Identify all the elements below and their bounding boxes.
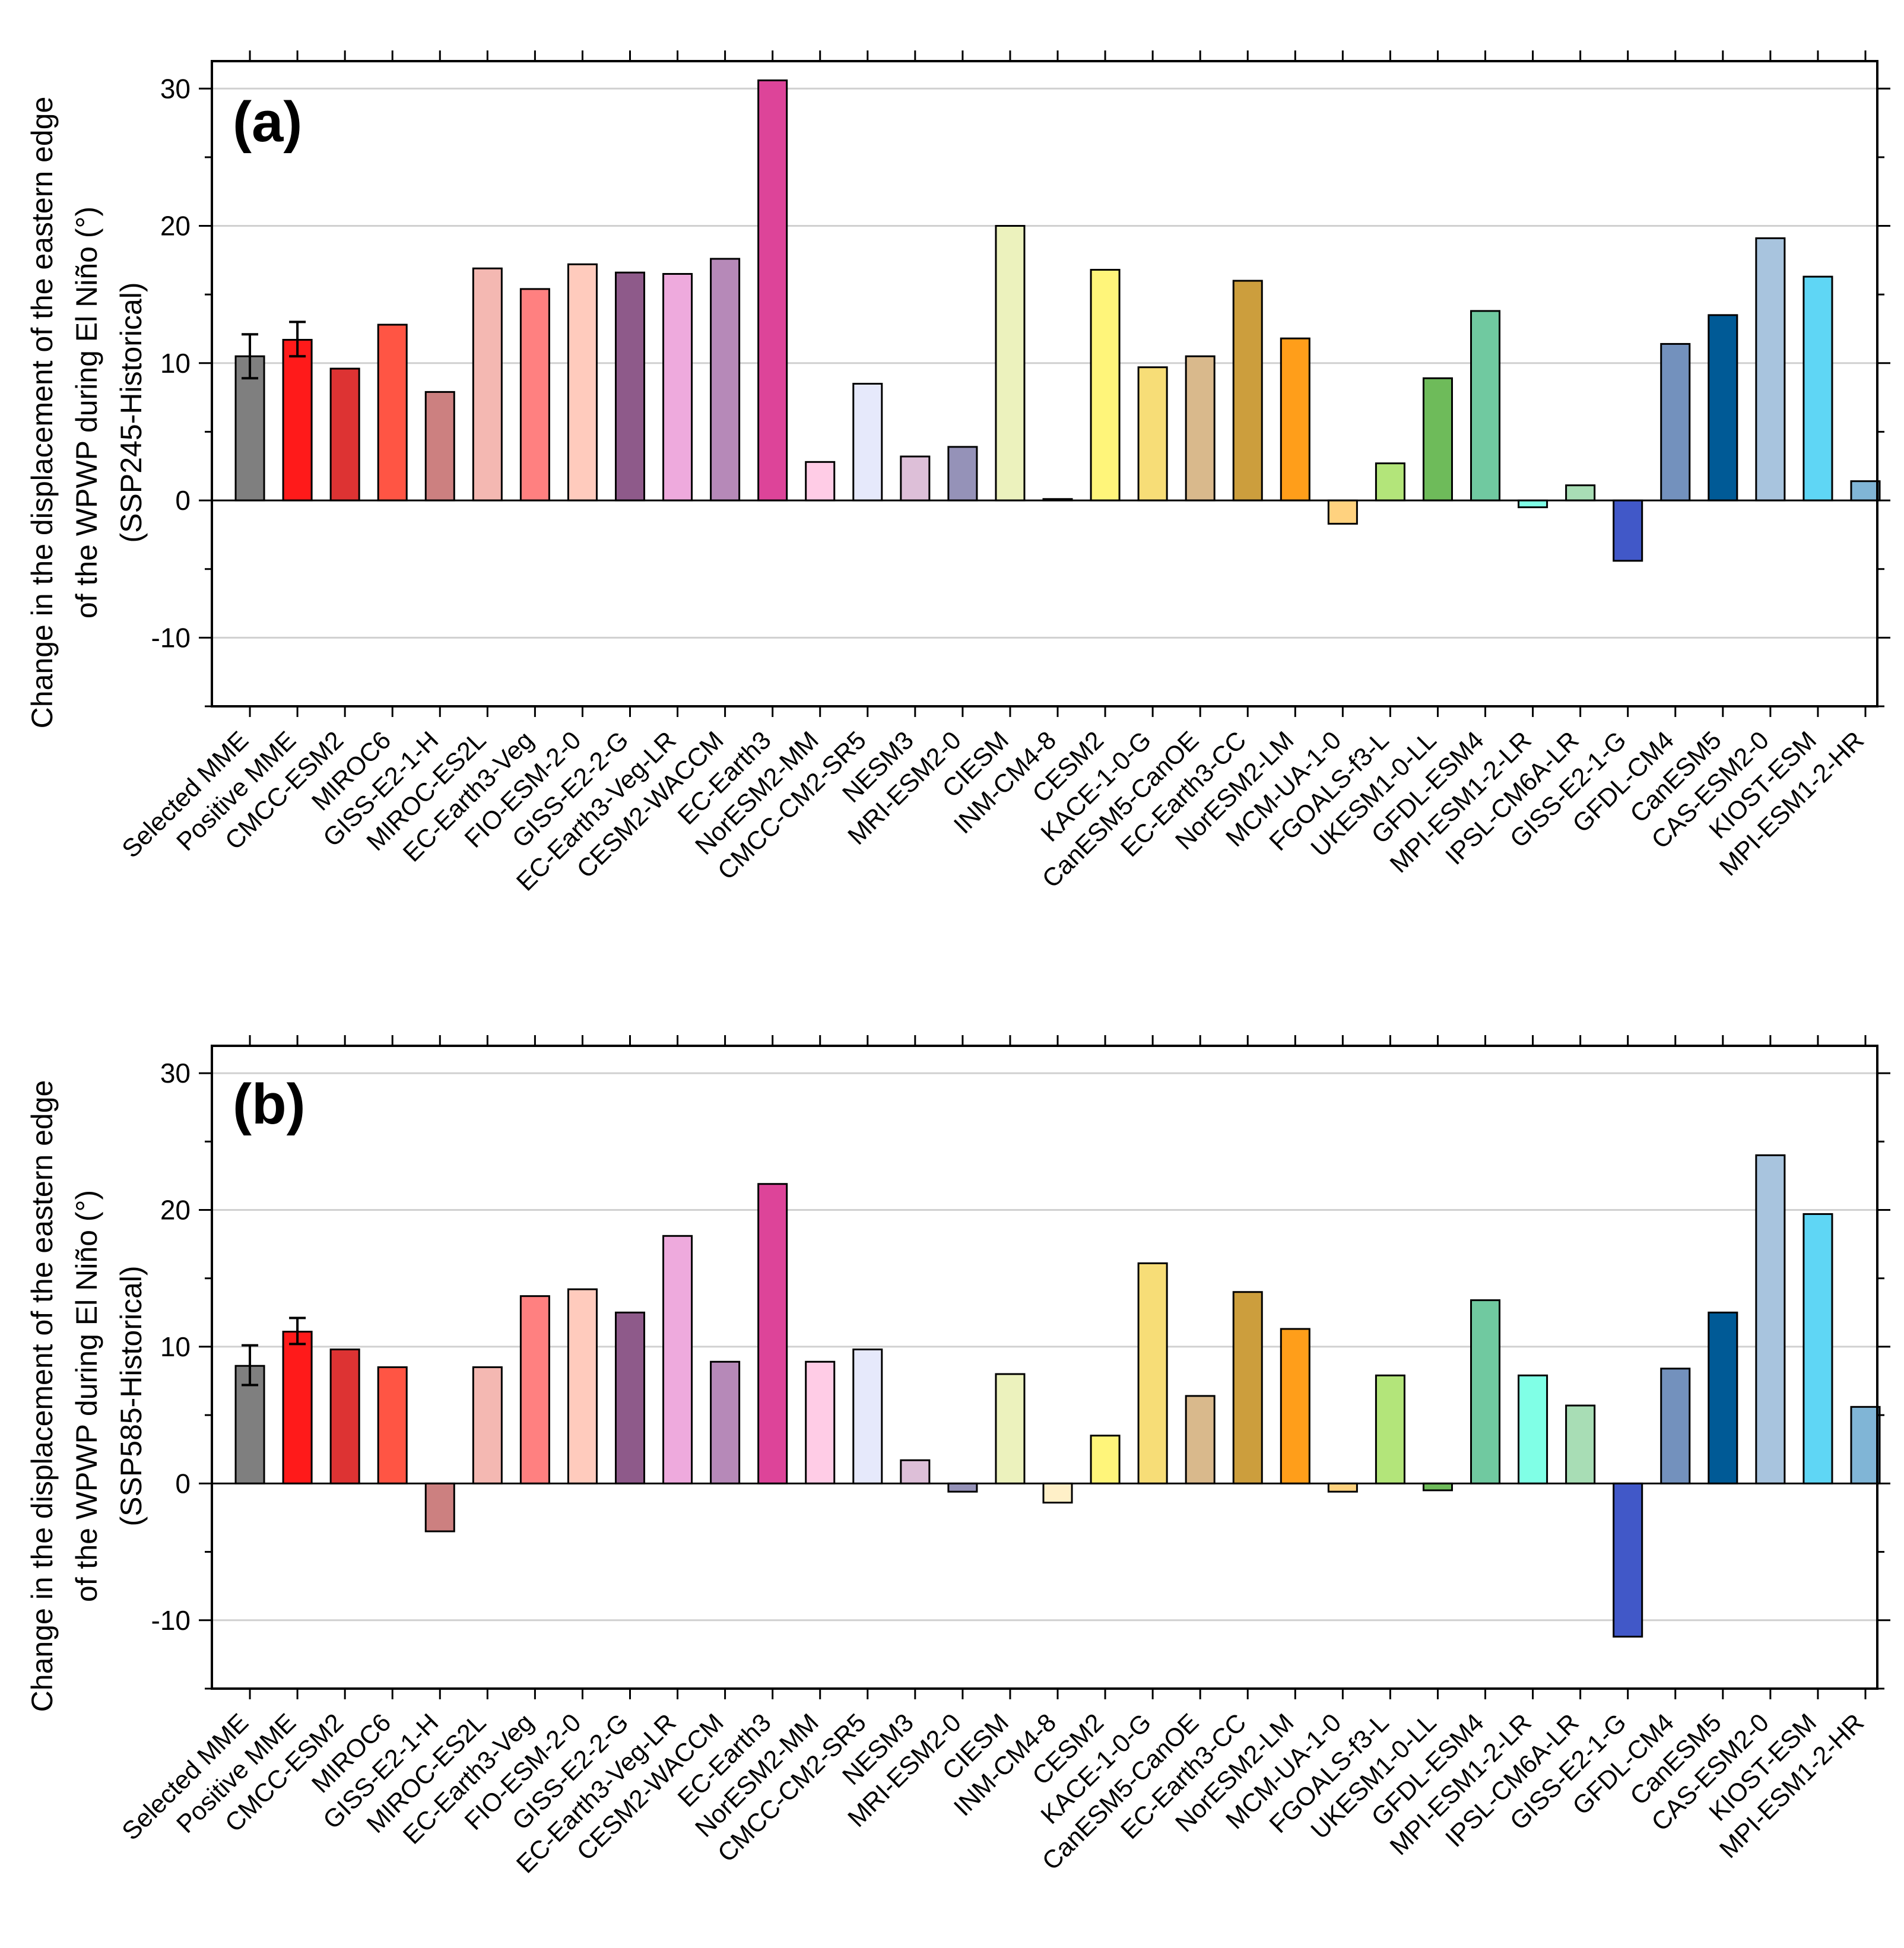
y-tick-label: 10 (160, 348, 191, 379)
panel-a-ylabel-line2: of the WPWP during El Niño (°) (70, 207, 103, 618)
y-tick-label: 20 (160, 211, 191, 242)
plot-frame (211, 1045, 1878, 1690)
error-bar (242, 1344, 259, 1387)
bar-miroc-es2l (472, 267, 503, 502)
panel-b-chart: (b) Change in the displacement of the ea… (26, 1035, 1890, 1879)
bar-ec-earth3 (757, 1183, 788, 1484)
bar-canesm5-canoe (1185, 355, 1216, 502)
bar-mri-esm2-0 (947, 446, 978, 502)
bar-ec-earth3-veg (519, 288, 550, 502)
panel-b-bars (234, 1154, 1881, 1638)
bar-ukesm1-0-ll (1422, 1482, 1453, 1492)
bar-mcm-ua-1-0 (1327, 1482, 1358, 1493)
bar-giss-e2-1-g (1613, 1482, 1643, 1638)
bar-fio-esm-2-0 (567, 263, 598, 502)
bar-mpi-esm1-2-hr (1850, 480, 1881, 502)
bar-kace-1-0-g (1137, 366, 1168, 502)
y-tick-label: -10 (151, 622, 191, 653)
bar-cmcc-esm2 (329, 367, 360, 502)
error-bar (289, 1316, 306, 1346)
bar-miroc6 (377, 1366, 408, 1484)
bar-fgoals-f3-l (1375, 462, 1405, 502)
bar-mcm-ua-1-0 (1327, 499, 1358, 525)
bar-fio-esm-2-0 (567, 1288, 598, 1484)
y-tick-label: 0 (175, 1468, 191, 1499)
error-bar (289, 321, 306, 358)
bar-gfdl-cm4 (1660, 1368, 1691, 1484)
bar-ec-earth3-veg-lr (662, 272, 693, 502)
panel-b-ylabel-line3: (SSP585-Historical) (115, 1265, 148, 1526)
bar-canesm5 (1708, 1311, 1738, 1484)
bar-noresm2-mm (805, 1360, 836, 1484)
bar-inm-cm4-8 (1042, 1482, 1073, 1504)
bar-cas-esm2-0 (1755, 237, 1786, 502)
bar-mpi-esm1-2-lr (1518, 499, 1548, 509)
panel-b-label: (b) (233, 1073, 306, 1136)
y-tick-label: -10 (151, 1605, 191, 1636)
bar-mri-esm2-0 (947, 1482, 978, 1493)
bar-canesm5 (1708, 314, 1738, 502)
bar-noresm2-lm (1280, 337, 1310, 502)
bar-gfdl-esm4 (1470, 310, 1501, 502)
bar-fgoals-f3-l (1375, 1374, 1405, 1484)
bar-noresm2-lm (1280, 1328, 1310, 1484)
bar-cesm2 (1090, 269, 1121, 502)
bar-ukesm1-0-ll (1422, 377, 1453, 502)
bar-nesm3 (900, 1459, 931, 1484)
bar-ec-earth3-veg-lr (662, 1235, 693, 1484)
bar-noresm2-mm (805, 461, 836, 502)
bar-ec-earth3 (757, 79, 788, 502)
bar-ciesm (995, 1373, 1026, 1484)
bar-canesm5-canoe (1185, 1395, 1216, 1484)
bar-ipsl-cm6a-lr (1565, 1404, 1596, 1484)
bar-positive-mme (282, 338, 313, 502)
y-tick-label: 20 (160, 1195, 191, 1226)
bar-ec-earth3-cc (1232, 1291, 1263, 1484)
panel-b-ylabel-line2: of the WPWP during El Niño (°) (70, 1190, 103, 1602)
error-bar (242, 333, 259, 380)
panel-a-ylabel-line3: (SSP245-Historical) (115, 282, 148, 542)
bar-cmcc-esm2 (329, 1349, 360, 1484)
bar-cesm2 (1090, 1435, 1121, 1484)
panel-a-label: (a) (233, 90, 302, 154)
panel-b-ylabel-line1: Change in the displacement of the easter… (26, 1080, 59, 1712)
bar-cesm2-waccm (710, 258, 741, 502)
bar-giss-e2-1-h (424, 391, 455, 502)
bar-ipsl-cm6a-lr (1565, 484, 1596, 502)
bar-cmcc-cm2-sr5 (852, 383, 883, 502)
bar-nesm3 (900, 455, 931, 502)
bar-miroc-es2l (472, 1366, 503, 1484)
bar-giss-e2-1-g (1613, 499, 1643, 562)
bar-selected-mme (234, 355, 265, 502)
bar-cmcc-cm2-sr5 (852, 1349, 883, 1484)
bar-kiost-esm (1803, 1213, 1833, 1484)
bar-gfdl-cm4 (1660, 342, 1691, 502)
bar-kace-1-0-g (1137, 1262, 1168, 1484)
bar-miroc6 (377, 323, 408, 502)
bar-giss-e2-2-g (614, 271, 646, 502)
bar-positive-mme (282, 1331, 313, 1484)
bar-ec-earth3-cc (1232, 280, 1263, 502)
bar-ciesm (995, 225, 1026, 502)
panel-a-bars (234, 79, 1881, 562)
bar-cas-esm2-0 (1755, 1154, 1786, 1484)
bar-giss-e2-1-h (424, 1482, 455, 1533)
bar-kiost-esm (1803, 275, 1833, 502)
panel-a-ylabel-line1: Change in the displacement of the easter… (26, 97, 59, 729)
bar-gfdl-esm4 (1470, 1299, 1501, 1484)
bar-giss-e2-2-g (614, 1311, 646, 1484)
bar-cesm2-waccm (710, 1360, 741, 1484)
y-tick-label: 10 (160, 1331, 191, 1362)
panel-a-chart: (a) Change in the displacement of the ea… (26, 50, 1890, 897)
bar-mpi-esm1-2-lr (1518, 1374, 1548, 1484)
bar-ec-earth3-veg (519, 1295, 550, 1484)
y-tick-label: 30 (160, 73, 191, 104)
y-tick-label: 0 (175, 485, 191, 516)
y-tick-label: 30 (160, 1058, 191, 1089)
bar-mpi-esm1-2-hr (1850, 1406, 1881, 1484)
plot-frame (211, 60, 1878, 708)
